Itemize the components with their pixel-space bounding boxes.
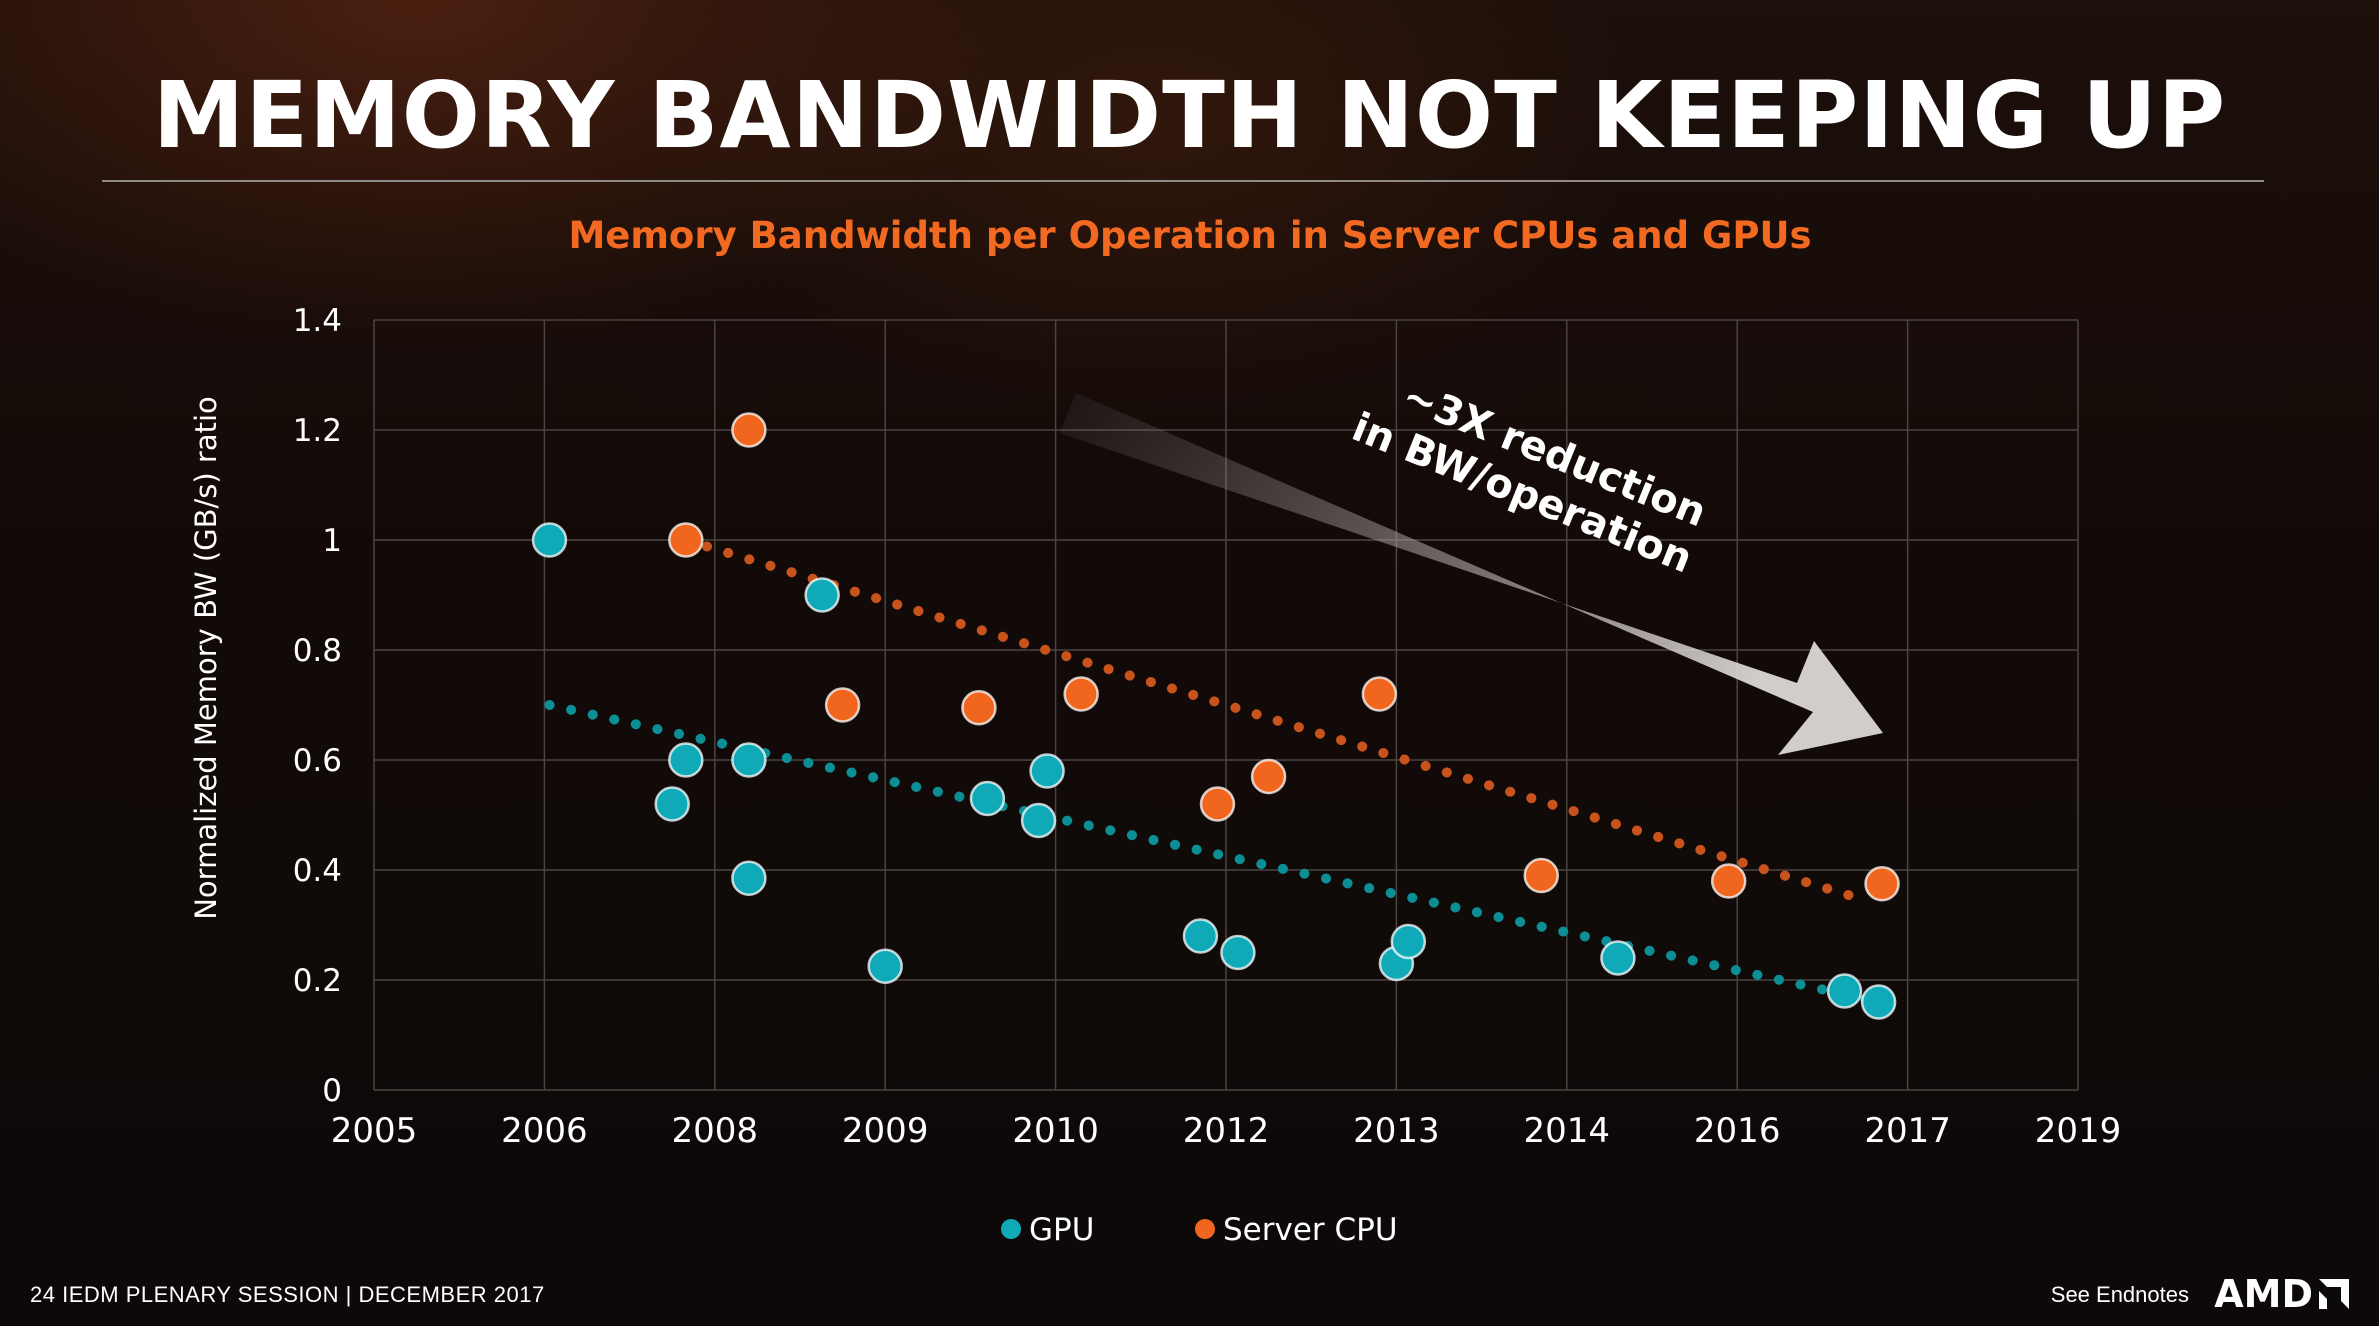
- x-tick-label: 2019: [2035, 1111, 2122, 1151]
- gpu-data-point: [668, 742, 704, 778]
- gpu-data-point: [731, 860, 767, 896]
- gpu-data-point: [654, 786, 690, 822]
- cpu-data-point: [1063, 676, 1099, 712]
- gpu-data-point: [1826, 973, 1863, 1009]
- y-axis: 0 0.2 0.4 0.6 0.8 1 1.2 1.4: [293, 303, 342, 1109]
- gpu-trendline: [544, 700, 1884, 1007]
- y-tick-label: 1.4: [293, 303, 342, 339]
- x-axis: 2005 2006 2008 2009 2010 2012 2013 2014 2016 2017…: [331, 1111, 2122, 1151]
- amd-logo-text: AMD: [2214, 1272, 2313, 1316]
- cpu-data-point: [1710, 863, 1747, 899]
- footer-session: 24 IEDM PLENARY SESSION | DECEMBER 2017: [30, 1282, 545, 1307]
- legend-gpu-label: GPU: [1029, 1212, 1094, 1248]
- cpu-data-point: [1864, 866, 1900, 902]
- legend-cpu-label: Server CPU: [1223, 1212, 1398, 1248]
- cpu-data-point: [1199, 786, 1236, 822]
- data-points: [531, 412, 1900, 1020]
- cpu-data-point: [961, 690, 997, 726]
- gpu-data-point: [531, 522, 568, 558]
- y-tick-label: 1: [322, 523, 342, 559]
- gpu-data-point: [1220, 934, 1256, 971]
- arrow-annotation: ~3X reduction in BW/operation: [1346, 373, 1713, 583]
- gpu-data-point: [969, 780, 1006, 817]
- legend-gpu-marker: [1001, 1219, 1021, 1239]
- y-tick-label: 1.2: [293, 413, 342, 449]
- footer-endnotes: See Endnotes: [2050, 1282, 2189, 1307]
- chart-title: Memory Bandwidth per Operation in Server…: [568, 214, 1811, 257]
- trendlines: [544, 535, 1884, 1007]
- title-divider: [102, 180, 2264, 182]
- gpu-data-point: [1600, 940, 1636, 976]
- x-tick-label: 2012: [1183, 1111, 1270, 1151]
- y-axis-label: Normalized Memory BW (GB/s) ratio: [189, 396, 223, 920]
- cpu-data-point: [1361, 676, 1398, 712]
- gpu-data-point: [1860, 984, 1897, 1020]
- x-tick-label: 2014: [1524, 1111, 1611, 1151]
- gpu-data-point: [731, 742, 767, 778]
- trend-arrow: [1060, 393, 1883, 755]
- gpu-data-point: [1390, 923, 1427, 960]
- gpu-data-point: [1029, 753, 1065, 789]
- legend-cpu-marker: [1195, 1219, 1215, 1239]
- gpu-data-point: [1020, 802, 1057, 839]
- y-tick-label: 0: [322, 1073, 342, 1109]
- amd-logo: AMD: [2214, 1272, 2351, 1316]
- cpu-data-point: [731, 412, 767, 448]
- x-tick-label: 2008: [672, 1111, 759, 1151]
- slide-title: MEMORY BANDWIDTH NOT KEEPING UP: [152, 62, 2227, 169]
- amd-arrow-icon: [2319, 1279, 2349, 1309]
- cpu-data-point: [824, 687, 861, 723]
- cpu-data-point: [668, 522, 704, 558]
- x-tick-label: 2013: [1353, 1111, 1440, 1151]
- x-tick-label: 2006: [501, 1111, 588, 1151]
- cpu-data-point: [1523, 857, 1559, 894]
- x-tick-label: 2017: [1864, 1111, 1951, 1151]
- gpu-data-point: [867, 948, 903, 984]
- gpu-data-point: [804, 577, 840, 613]
- legend: GPU Server CPU: [1001, 1212, 1398, 1248]
- y-tick-label: 0.8: [293, 633, 342, 669]
- x-tick-label: 2016: [1694, 1111, 1781, 1151]
- x-tick-label: 2005: [331, 1111, 418, 1151]
- y-tick-label: 0.6: [293, 743, 342, 779]
- cpu-trendline: [680, 535, 1862, 903]
- x-tick-label: 2010: [1012, 1111, 1099, 1151]
- y-tick-label: 0.4: [293, 853, 342, 889]
- y-tick-label: 0.2: [293, 963, 342, 999]
- x-tick-label: 2009: [842, 1111, 929, 1151]
- gpu-data-point: [1182, 918, 1219, 954]
- cpu-data-point: [1250, 758, 1287, 795]
